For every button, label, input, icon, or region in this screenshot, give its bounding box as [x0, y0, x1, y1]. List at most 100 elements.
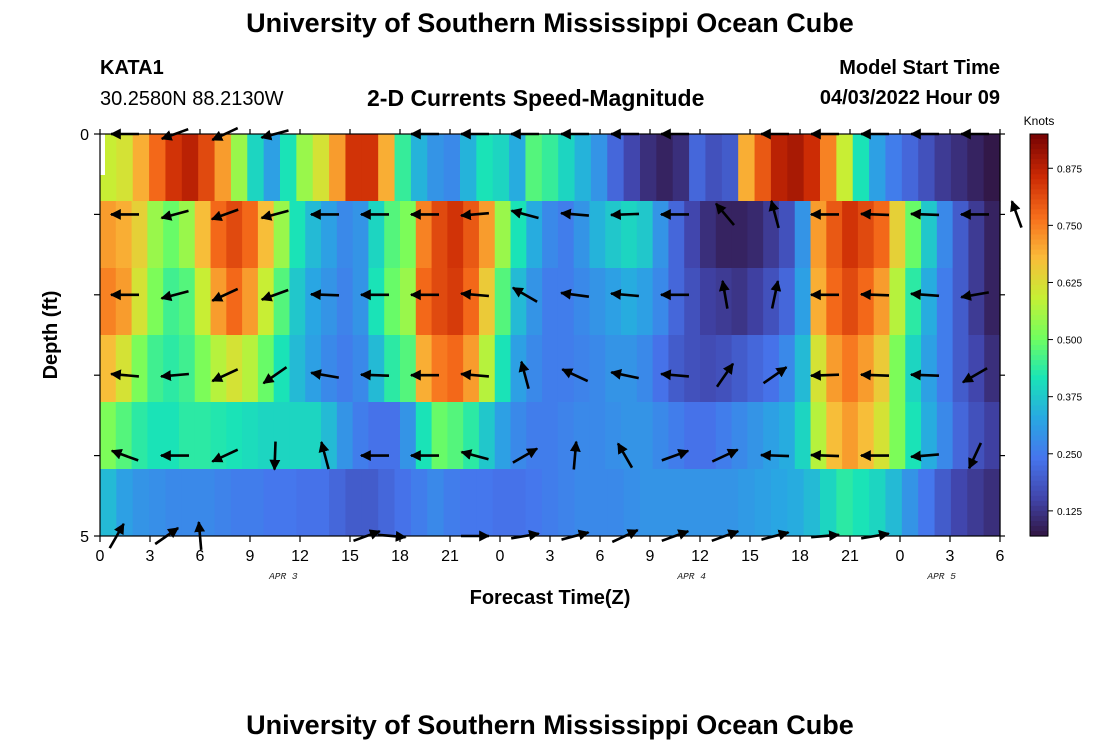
current-vector	[460, 209, 490, 221]
heatmap-cell	[226, 201, 243, 269]
heatmap-cell	[983, 469, 1001, 537]
colorbar-segment	[1030, 184, 1048, 190]
heatmap-cell	[147, 201, 164, 269]
colorbar-segment	[1030, 179, 1048, 185]
heatmap-cell	[541, 469, 559, 537]
heatmap-cell	[415, 402, 433, 470]
colorbar-segment	[1030, 199, 1048, 205]
heatmap-cell	[826, 201, 843, 269]
colorbar-frame	[1029, 133, 1049, 537]
heatmap-cell	[384, 335, 401, 403]
heatmap-cell	[984, 335, 1001, 403]
current-vector	[512, 447, 539, 464]
colorbar-segment	[1030, 480, 1048, 487]
date-label: APR 3	[268, 571, 298, 582]
x-tick-label: 18	[791, 548, 809, 565]
heatmap-cell	[557, 268, 575, 336]
heatmap-cell	[721, 469, 739, 537]
heatmap-cell	[431, 335, 448, 403]
heatmap-cell	[214, 469, 232, 537]
colorbar-segment	[1030, 174, 1048, 180]
colorbar-segment	[1030, 400, 1048, 406]
heatmap-cell	[431, 268, 448, 336]
current-vector	[967, 442, 983, 470]
heatmap-cell	[289, 201, 306, 269]
heatmap-cell	[476, 469, 494, 537]
colorbar-segment	[1030, 249, 1048, 256]
heatmap-cell	[794, 201, 812, 269]
heatmap-cell	[763, 268, 780, 336]
colorbar-segment	[1030, 139, 1048, 145]
heatmap-cell	[731, 268, 748, 336]
heatmap-cell	[984, 402, 1001, 470]
colorbar-segment	[1030, 309, 1048, 316]
heatmap-cell	[132, 469, 150, 537]
current-vector	[859, 369, 890, 381]
heatmap-cell	[163, 402, 180, 470]
heatmap-cell	[242, 268, 259, 336]
heatmap-cell	[589, 335, 606, 403]
current-vector	[759, 449, 790, 461]
heatmap-cell	[621, 201, 638, 269]
y-axis-label: Depth (ft)	[40, 291, 62, 380]
heatmap-cell	[573, 201, 591, 269]
heatmap-cell	[100, 402, 117, 470]
heatmap-cell	[509, 134, 527, 202]
colorbar-segment	[1030, 460, 1048, 467]
heatmap-cell	[747, 268, 764, 336]
colorbar-segment	[1030, 164, 1048, 170]
heatmap-cell	[165, 134, 183, 202]
heatmap-cell	[345, 469, 363, 537]
heatmap-cell	[115, 201, 133, 269]
x-tick-label: 6	[996, 548, 1005, 565]
heatmap-cell	[476, 134, 494, 202]
colorbar-tick-label: 0.625	[1057, 278, 1082, 289]
heatmap-cell	[460, 469, 477, 537]
colorbar-tick-label: 0.500	[1057, 336, 1082, 347]
heatmap-cell	[494, 402, 512, 470]
current-vector	[160, 289, 189, 302]
x-tick-label: 0	[96, 548, 105, 565]
heatmap-cell	[705, 134, 723, 202]
heatmap-cell	[443, 469, 461, 537]
heatmap-cell	[590, 469, 608, 537]
colorbar-segment	[1030, 254, 1048, 261]
colorbar-segment	[1030, 520, 1048, 527]
heatmap-cell	[132, 134, 150, 202]
current-vector	[318, 441, 330, 470]
heatmap-cell	[257, 201, 275, 269]
heatmap-cell	[873, 201, 891, 269]
model-start-value: 04/03/2022 Hour 09	[819, 87, 1000, 109]
heatmap-cell	[747, 201, 764, 269]
x-tick-label: 6	[196, 548, 205, 565]
heatmap-cell	[952, 402, 970, 470]
colorbar-segment	[1030, 229, 1048, 236]
heatmap-cell	[257, 268, 275, 336]
heatmap-cell	[226, 402, 243, 470]
heatmap-cell	[368, 402, 385, 470]
current-vector	[260, 209, 289, 221]
heatmap-cell	[873, 268, 891, 336]
heatmap-cell	[194, 201, 212, 269]
heatmap-cell	[305, 335, 322, 403]
colorbar-segment	[1030, 470, 1048, 477]
heatmap-cell	[194, 335, 212, 403]
heatmap-cell	[289, 335, 306, 403]
heatmap-cell	[787, 134, 805, 202]
heatmap-cell	[492, 469, 510, 537]
heatmap-cell	[605, 268, 622, 336]
heatmap-cell	[869, 469, 887, 537]
heatmap-cell	[226, 335, 243, 403]
heatmap-cell	[131, 201, 148, 269]
heatmap-cell	[873, 402, 891, 470]
heatmap-cell	[574, 469, 592, 537]
heatmap-cell	[810, 402, 827, 470]
current-vector	[809, 369, 840, 381]
heatmap-cell	[494, 335, 512, 403]
heatmap-cell	[794, 268, 812, 336]
heatmap-cell	[178, 201, 196, 269]
heatmap-cell	[918, 469, 936, 537]
current-vector	[711, 448, 739, 463]
heatmap-cell	[336, 335, 354, 403]
heatmap-cell	[214, 134, 232, 202]
